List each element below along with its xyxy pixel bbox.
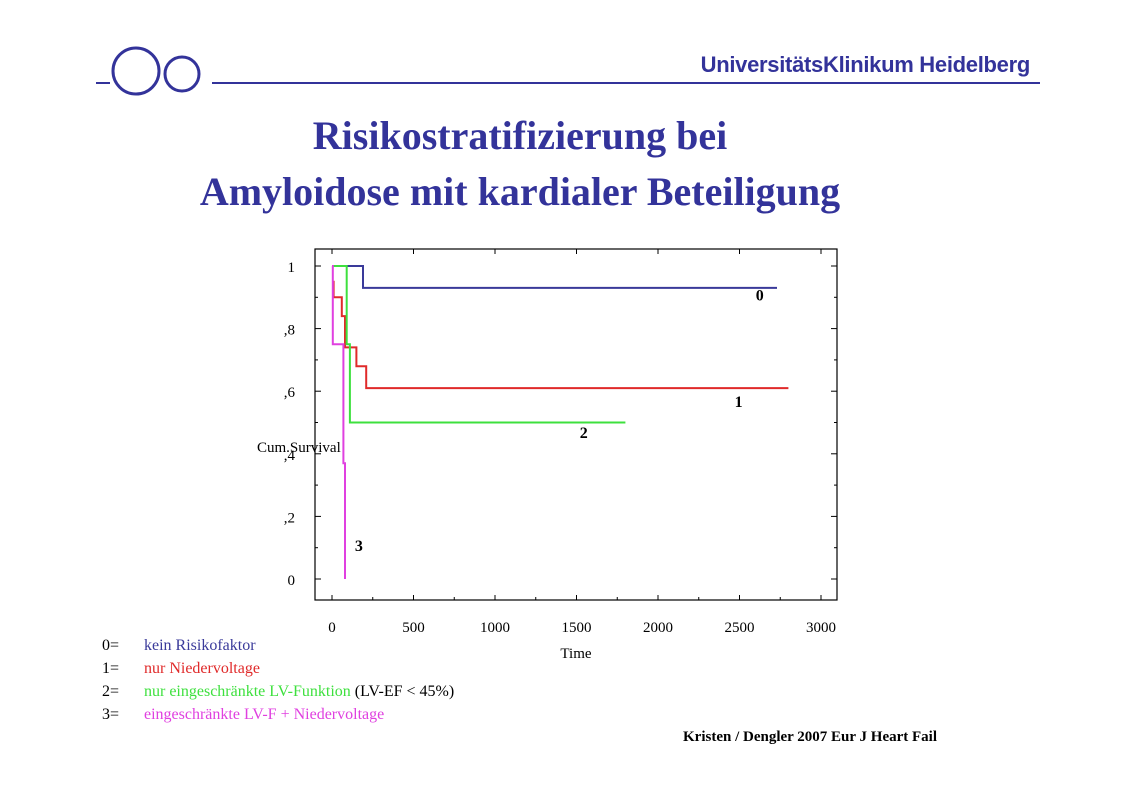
series-line-2 bbox=[332, 265, 626, 424]
series-line-3 bbox=[331, 265, 346, 579]
x-tick-label: 1000 bbox=[480, 620, 510, 636]
legend-text: nur eingeschränkte LV-Funktion bbox=[144, 683, 351, 700]
legend-text: kein Risikofaktor bbox=[144, 637, 256, 654]
curve-label-2: 2 bbox=[580, 425, 588, 442]
legend-key: 0= bbox=[102, 637, 120, 654]
x-tick-label: 3000 bbox=[806, 620, 836, 636]
legend-text: nur Niedervoltage bbox=[144, 660, 260, 677]
institution-name: UniversitätsKlinikum Heidelberg bbox=[700, 52, 1031, 77]
y-tick-label: 1 bbox=[288, 260, 296, 276]
legend-suffix: (LV-EF < 45%) bbox=[350, 683, 455, 700]
legend-key: 2= bbox=[102, 683, 120, 700]
x-tick-label: 0 bbox=[328, 620, 336, 636]
legend-item: 2= nur eingeschränkte LV-Funktion (LV-EF … bbox=[102, 683, 454, 701]
x-tick-label: 2000 bbox=[643, 620, 673, 636]
curve-label-1: 1 bbox=[735, 394, 743, 411]
x-tick-label: 500 bbox=[402, 620, 425, 636]
y-tick-label: ,8 bbox=[284, 323, 295, 339]
y-tick-label: 0 bbox=[288, 573, 296, 589]
legend-key: 3= bbox=[102, 706, 120, 723]
y-tick-label: ,2 bbox=[284, 510, 295, 526]
chart-axes bbox=[314, 248, 838, 601]
chart-series bbox=[331, 265, 789, 579]
legend-text: eingeschränkte LV-F + Niedervoltage bbox=[144, 706, 385, 723]
x-tick-label: 2500 bbox=[725, 620, 755, 636]
legend-item: 0= kein Risikofaktor bbox=[102, 637, 256, 655]
chart-labels: 0 500 1000 1500 2000 2500 3000 0 ,2 ,4 ,6 ,8 1 0 1 2 3 Ti… bbox=[257, 260, 836, 662]
slide-title-line1: Risikostratifizierung bei bbox=[312, 113, 728, 158]
legend-item: 3= eingeschränkte LV-F + Niedervoltage bbox=[102, 706, 384, 724]
curve-label-3: 3 bbox=[355, 538, 363, 555]
legend-item: 1= nur Niedervoltage bbox=[102, 660, 260, 678]
curve-label-0: 0 bbox=[756, 287, 764, 304]
y-axis-label: Cum.Survival bbox=[257, 440, 341, 456]
citation: Kristen / Dengler 2007 Eur J Heart Fail bbox=[683, 729, 937, 745]
x-tick-label: 1500 bbox=[562, 620, 592, 636]
header-logo bbox=[96, 46, 1040, 96]
logo-circle-large bbox=[111, 46, 161, 96]
x-axis-label: Time bbox=[560, 646, 591, 662]
logo-circle-small bbox=[163, 55, 201, 93]
series-line-0 bbox=[332, 265, 777, 289]
legend-key: 1= bbox=[102, 660, 120, 677]
y-tick-label: ,4 bbox=[284, 448, 296, 464]
slide-title-line2: Amyloidose mit kardialer Beteiligung bbox=[199, 169, 841, 214]
y-tick-label: ,6 bbox=[284, 385, 296, 401]
series-line-1 bbox=[332, 280, 789, 390]
